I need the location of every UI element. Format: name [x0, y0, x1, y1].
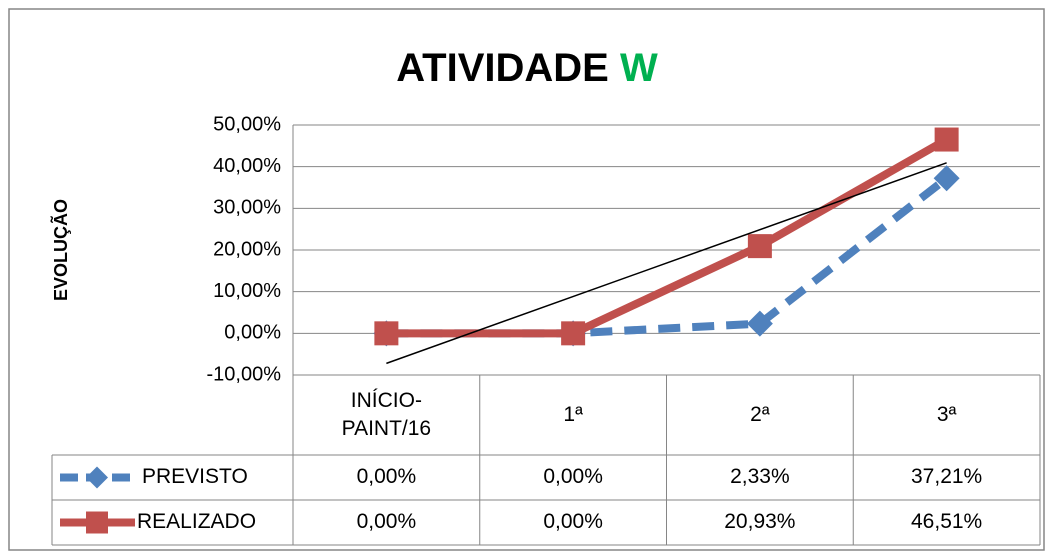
table-value: 0,00%: [543, 465, 603, 488]
chart-frame: [8, 8, 1045, 551]
marker: [747, 234, 772, 259]
title-part: W: [620, 46, 658, 90]
series-line: [386, 136, 949, 338]
legend-key-marker: [86, 511, 108, 534]
y-tick-label: 40,00%: [213, 155, 281, 177]
table-value: 0,00%: [357, 465, 417, 488]
y-axis-label: EVOLUÇÃO: [50, 199, 71, 301]
marker: [933, 165, 960, 192]
chart-title: ATIVIDADE W: [396, 46, 658, 90]
x-tick-label: 2ª: [750, 402, 770, 426]
y-tick-label: 50,00%: [213, 113, 281, 135]
table-value: 20,93%: [724, 510, 795, 533]
x-tick-label: 3ª: [936, 402, 957, 426]
title-part: ATIVIDADE: [396, 46, 609, 90]
y-tick-label: 0,00%: [224, 322, 281, 344]
marker: [934, 127, 959, 152]
x-tick-label: 1ª: [563, 402, 583, 426]
legend-key-marker: [86, 466, 108, 489]
legend-label: PREVISTO: [142, 465, 248, 488]
table-value: 0,00%: [357, 510, 417, 533]
trendline: [386, 162, 947, 365]
series-line: [386, 175, 950, 338]
marker: [561, 321, 586, 346]
marker: [746, 310, 773, 337]
y-tick-label: 10,00%: [213, 280, 281, 302]
table-value: 37,21%: [911, 465, 982, 488]
legend-label: REALIZADO: [137, 510, 256, 533]
x-tick-label: INÍCIO-PAINT/16: [341, 388, 432, 440]
y-tick-label: 20,00%: [213, 238, 281, 260]
y-tick-label: -10,00%: [207, 363, 282, 385]
marker: [374, 321, 399, 346]
table-value: 2,33%: [730, 465, 790, 488]
y-tick-label: 30,00%: [213, 197, 281, 219]
table-value: 0,00%: [543, 510, 603, 533]
table-value: 46,51%: [911, 510, 982, 533]
